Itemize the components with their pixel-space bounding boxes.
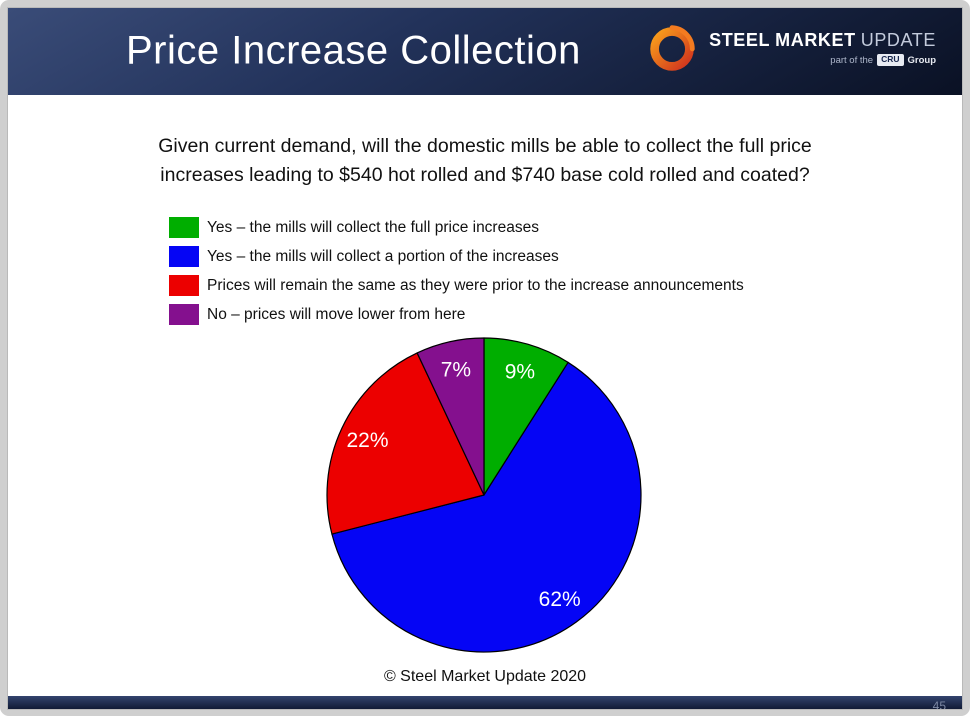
survey-question-line2: increases leading to $540 hot rolled and… [160, 164, 810, 186]
smu-logo: STEEL MARKET UPDATE part of the CRU Group [643, 19, 936, 77]
survey-question: Given current demand, will the domestic … [8, 132, 962, 190]
smu-logo-tagline: part of the CRU Group [830, 54, 937, 66]
pie-slice-label: 9% [505, 360, 535, 383]
page-title: Price Increase Collection [126, 28, 581, 73]
logo-group-text: Group [907, 54, 937, 66]
legend-label: Yes – the mills will collect the full pr… [207, 218, 539, 236]
survey-question-line1: Given current demand, will the domestic … [158, 135, 812, 157]
legend-item: Yes – the mills will collect a portion o… [169, 242, 744, 271]
logo-steel: STEEL [709, 30, 771, 51]
legend-swatch-blue [169, 246, 199, 267]
legend-swatch-red [169, 275, 199, 296]
legend-label: Prices will remain the same as they were… [207, 276, 744, 294]
legend-label: Yes – the mills will collect a portion o… [207, 247, 559, 265]
smu-swoosh-icon [650, 25, 695, 71]
logo-part-of-text: part of the [830, 54, 874, 66]
cru-badge: CRU [877, 54, 904, 66]
legend-item: No – prices will move lower from here [169, 300, 744, 329]
slide-footer-bar: 45 [8, 696, 962, 709]
slide: Price Increase Collection STEEL MARKET UPD… [7, 7, 963, 710]
legend-swatch-purple [169, 304, 199, 325]
copyright-text: © Steel Market Update 2020 [383, 668, 587, 685]
smu-logo-text: STEEL MARKET UPDATE part of the CRU Group [709, 30, 937, 66]
logo-market: MARKET [775, 30, 856, 51]
page-number: 45 [932, 699, 946, 710]
pie-slice-label: 22% [346, 429, 388, 452]
pie-slice [331, 361, 642, 653]
legend-item: Yes – the mills will collect the full pr… [169, 213, 744, 242]
pie-chart-svg: 9% 62% 22% 7% [326, 337, 642, 653]
logo-update: UPDATE [860, 30, 936, 51]
pie-slice-label: 62% [539, 588, 581, 611]
pie-slice [326, 352, 485, 535]
pie-slice [416, 337, 485, 496]
pie-slice [483, 337, 569, 496]
pie-chart: 9% 62% 22% 7% [319, 330, 649, 660]
pie-slice-label: 7% [441, 358, 471, 381]
legend-swatch-green [169, 217, 199, 238]
legend-item: Prices will remain the same as they were… [169, 271, 744, 300]
legend-label: No – prices will move lower from here [207, 305, 466, 323]
smu-logo-wordmark: STEEL MARKET UPDATE [709, 30, 936, 51]
slide-header: Price Increase Collection STEEL MARKET UPD… [8, 8, 962, 95]
chart-legend: Yes – the mills will collect the full pr… [169, 213, 744, 329]
